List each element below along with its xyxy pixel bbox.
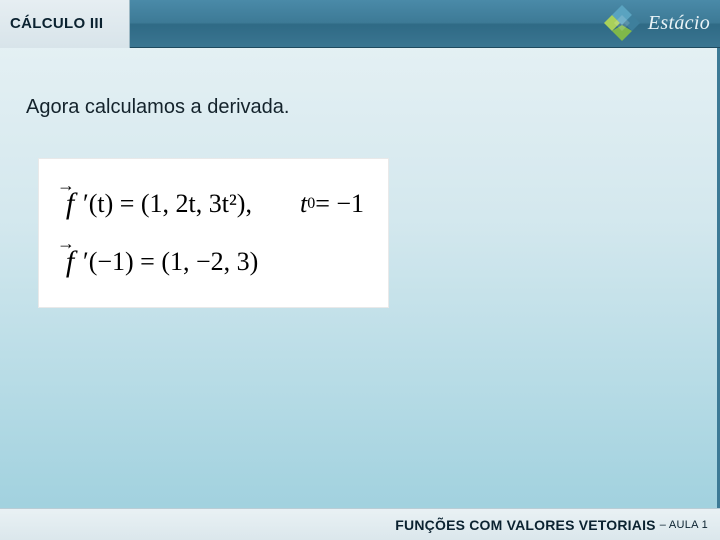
equation-box: → f ′(t) = (1, 2t, 3t²), t0 = −1 → f ′(−… xyxy=(38,158,389,308)
vector-f-symbol: → f xyxy=(57,187,83,221)
equation-line-2: → f ′(−1) = (1, −2, 3) xyxy=(57,233,364,291)
course-title-box: CÁLCULO III xyxy=(0,0,130,48)
header-bar: CÁLCULO III Estácio xyxy=(0,0,720,48)
eq2-text: ′(−1) = (1, −2, 3) xyxy=(83,247,258,277)
estacio-diamond-icon xyxy=(602,3,642,43)
intro-text: Agora calculamos a derivada. xyxy=(26,96,289,119)
eq1-right-eq: = −1 xyxy=(315,189,364,219)
eq1-left: ′(t) = (1, 2t, 3t²), xyxy=(83,189,252,219)
slide: CÁLCULO III Estácio Agora calculamos a d… xyxy=(0,0,720,540)
footer-bar: FUNÇÕES COM VALORES VETORIAIS – AULA 1 xyxy=(0,508,720,540)
brand-name: Estácio xyxy=(648,12,710,35)
equation-line-1: → f ′(t) = (1, 2t, 3t²), t0 = −1 xyxy=(57,175,364,233)
brand-logo: Estácio xyxy=(602,3,710,43)
arrow-icon: → xyxy=(57,233,75,254)
arrow-icon: → xyxy=(57,175,75,196)
eq1-t-var: t xyxy=(300,189,307,219)
footer-title: FUNÇÕES COM VALORES VETORIAIS xyxy=(395,517,655,533)
footer-subtitle: – AULA 1 xyxy=(660,519,708,531)
course-title: CÁLCULO III xyxy=(10,15,103,32)
vector-f-symbol: → f xyxy=(57,245,83,279)
eq1-t-sub: 0 xyxy=(307,195,315,213)
